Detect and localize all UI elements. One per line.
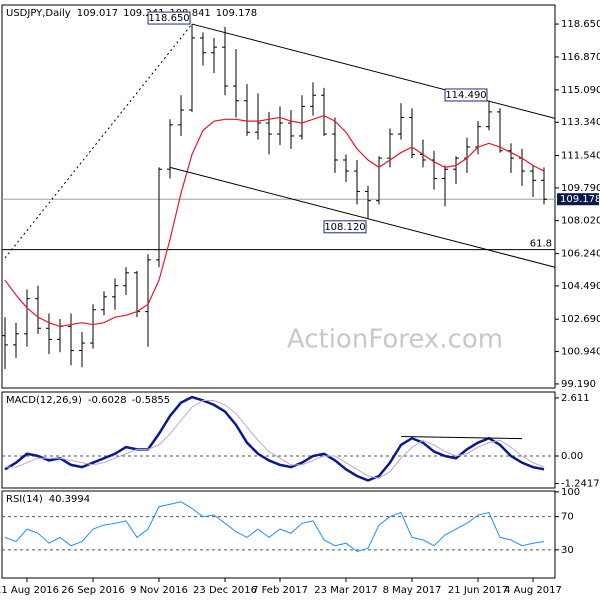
price-box xyxy=(557,193,599,206)
x-tick-label: 9 Nov 2016 xyxy=(130,585,188,596)
x-tick-label: 11 Aug 2016 xyxy=(0,585,59,596)
watermark: ActionForex.com xyxy=(287,325,503,355)
panel-title: USDJPY,Daily xyxy=(6,8,71,19)
y-tick-label: 99.190 xyxy=(561,379,596,390)
price-label-box xyxy=(444,88,488,102)
panel-value: -0.6028 xyxy=(88,395,127,406)
y-tick-label: 108.020 xyxy=(561,216,600,227)
y-tick-label: 0.00 xyxy=(561,451,583,462)
series-line xyxy=(4,114,545,328)
x-tick-label: 7 Feb 2017 xyxy=(252,585,308,596)
y-tick-label: 102.690 xyxy=(561,314,600,325)
price-label-box xyxy=(147,11,191,25)
panel-title: MACD(12,26,9) xyxy=(6,395,82,406)
panel-frame xyxy=(1,4,556,389)
price-label-box xyxy=(323,220,367,234)
price-label: 118.650 xyxy=(148,13,189,24)
y-tick-label: 118.650 xyxy=(561,19,600,30)
y-tick-label: 116.870 xyxy=(561,52,600,63)
panel-title: RSI(14) xyxy=(6,494,43,505)
y-tick-label: 104.490 xyxy=(561,281,600,292)
panel-frame xyxy=(1,391,556,489)
y-tick-label: 2.611 xyxy=(561,393,590,404)
y-tick-label: 100 xyxy=(561,487,580,498)
x-tick-label: 21 Jun 2017 xyxy=(448,585,508,596)
trend-line xyxy=(191,23,556,119)
x-tick-label: 23 Mar 2017 xyxy=(314,585,377,596)
y-tick-label: 115.090 xyxy=(561,85,600,96)
panel-value: 109.017 xyxy=(77,8,118,19)
y-tick-label: 106.240 xyxy=(561,249,600,260)
series-line xyxy=(4,501,545,553)
y-tick-label: 109.790 xyxy=(561,183,600,194)
y-tick-label: 70 xyxy=(561,512,574,523)
panel-value: 109.241 xyxy=(123,8,164,19)
y-tick-label: 111.540 xyxy=(561,151,600,162)
series-line xyxy=(4,395,545,482)
y-tick-label: -1.2417 xyxy=(561,479,600,490)
series-line xyxy=(5,399,545,479)
x-tick-label: 26 Sep 2016 xyxy=(61,585,124,596)
level-label: 61.8 xyxy=(530,239,552,250)
panel-frame xyxy=(1,490,556,579)
price-label: 108.120 xyxy=(324,222,365,233)
price-label: 114.490 xyxy=(445,90,486,101)
x-tick-label: 4 Aug 2017 xyxy=(504,585,562,596)
panel-value: 40.3994 xyxy=(49,494,90,505)
panel-value: 109.178 xyxy=(216,8,257,19)
trend-line xyxy=(400,435,523,440)
x-tick-label: 8 May 2017 xyxy=(383,585,442,596)
x-tick-label: 23 Dec 2016 xyxy=(193,585,257,596)
y-tick-label: 113.340 xyxy=(561,117,600,128)
y-tick-label: 100.940 xyxy=(561,347,600,358)
price-box-label: 109.178 xyxy=(560,194,600,205)
panel-value: -0.5855 xyxy=(132,395,171,406)
y-tick-label: 30 xyxy=(561,545,574,556)
trend-line xyxy=(169,166,556,268)
